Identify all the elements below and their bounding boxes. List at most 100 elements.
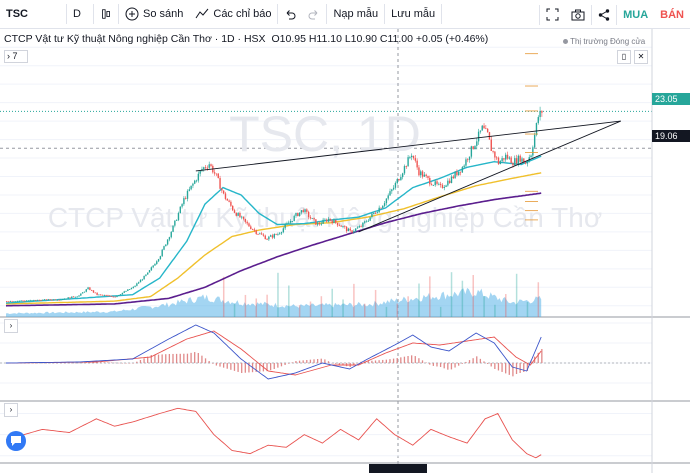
macd-histogram-bar <box>505 363 507 374</box>
candle-body <box>224 193 227 199</box>
symbol-search[interactable]: TSC <box>6 8 28 20</box>
macd-histogram-bar <box>172 353 174 363</box>
macd-histogram-bar <box>309 359 312 363</box>
candle-body <box>25 300 28 302</box>
macd-histogram-bar <box>266 363 268 372</box>
candle-body <box>315 219 317 225</box>
candle-body <box>232 205 234 211</box>
macd-histogram-bar <box>483 361 485 363</box>
candle-body <box>145 274 147 276</box>
macd-histogram-bar <box>147 356 149 363</box>
macd-histogram-bar <box>42 362 44 364</box>
redo-button[interactable] <box>302 0 326 29</box>
candle-body <box>477 131 480 142</box>
candle-body <box>241 216 243 218</box>
candle-body <box>233 210 236 213</box>
candle-body <box>87 287 89 290</box>
chat-icon <box>6 431 26 451</box>
compare-button[interactable]: So sánh <box>119 0 189 29</box>
candle-body <box>420 171 422 176</box>
macd-histogram-bar <box>71 362 73 364</box>
candle-body <box>465 159 467 166</box>
interval-button[interactable]: D <box>73 8 81 20</box>
macd-histogram-bar <box>313 359 315 363</box>
load-template-button[interactable]: Nạp mẫu <box>333 8 379 20</box>
undo-button[interactable] <box>278 0 302 29</box>
candle-body <box>445 185 447 187</box>
candle-body <box>514 158 516 166</box>
trendlines[interactable] <box>195 120 621 233</box>
candle-body <box>16 300 19 302</box>
macd-pane-toggle[interactable]: › <box>4 319 18 333</box>
chevron-right-icon: › <box>7 51 10 61</box>
candle-body <box>76 296 78 298</box>
candle-body <box>311 218 313 219</box>
candle-body <box>503 158 505 160</box>
macd-histogram-bar <box>56 362 58 364</box>
candle-body <box>177 213 180 221</box>
buy-button[interactable]: MUA <box>623 8 649 21</box>
candle-body <box>31 300 33 301</box>
macd-histogram-bar <box>201 355 203 363</box>
rsi-pane-toggle[interactable]: › <box>4 403 18 417</box>
volume-bar <box>418 283 420 317</box>
indicators-button[interactable]: Các chỉ báo <box>189 0 277 29</box>
compare-label: So sánh <box>143 8 184 20</box>
candle-body <box>268 236 270 240</box>
candle-body <box>448 180 451 183</box>
ma-mid-line <box>6 172 542 305</box>
candle-body <box>461 167 464 173</box>
candle-body <box>490 139 492 151</box>
share-button[interactable] <box>592 0 616 29</box>
candle-body <box>255 230 257 234</box>
toolbar-divider <box>93 4 94 24</box>
volume-bar <box>396 303 399 317</box>
macd-histogram-bar <box>501 363 503 372</box>
candle-body <box>279 233 281 235</box>
plus-circle-icon <box>125 7 139 21</box>
fullscreen-button[interactable] <box>540 0 565 29</box>
candle-body <box>143 275 145 280</box>
macd-histogram-bar <box>486 363 489 364</box>
macd-histogram-bar <box>295 361 297 363</box>
candle-body <box>60 299 62 301</box>
sell-button[interactable]: BÁN <box>660 8 684 21</box>
candle-body <box>121 292 124 295</box>
snapshot-button[interactable] <box>565 0 591 29</box>
candle-body <box>364 221 366 223</box>
candle-body <box>166 239 169 245</box>
candle-body <box>396 179 398 183</box>
legend-ohlc: O10.95 H11.10 L10.90 C11.00 +0.05 (+0.46… <box>271 33 489 45</box>
candle-body <box>441 184 444 188</box>
candle-body <box>56 299 59 301</box>
watermark-name: CTCP Vật tư Kỹ thuật Nông nghiệp Cần Thơ <box>48 202 602 233</box>
macd-histogram-bar <box>45 362 48 364</box>
chat-icon-bubble <box>11 436 21 446</box>
candle-body <box>271 235 274 238</box>
macd-histogram-bar <box>110 362 113 364</box>
time-axis[interactable] <box>6 431 427 473</box>
candle-body <box>253 229 256 231</box>
chart-canvas[interactable]: TSC, 1D CTCP Vật tư Kỹ thuật Nông nghiệp… <box>0 29 690 473</box>
candle-body <box>49 299 51 301</box>
volume-bar <box>233 303 236 317</box>
candle-body <box>532 147 534 156</box>
candle-body <box>436 181 438 184</box>
candle-style-button[interactable] <box>94 0 118 29</box>
indicators-collapse-toggle[interactable]: › 7 <box>4 50 28 63</box>
candle-body <box>186 190 189 199</box>
candle-body <box>327 218 330 222</box>
macd-histogram-bar <box>139 360 142 363</box>
macd-histogram-bar <box>237 363 239 372</box>
legend-title: CTCP Vật tư Kỹ thuật Nông nghiệp Cần Thơ… <box>4 33 266 45</box>
save-template-button[interactable]: Lưu mẫu <box>391 8 436 20</box>
candle-body <box>163 246 165 250</box>
macd-histogram-bar <box>371 360 373 363</box>
pane-close-button[interactable]: ✕ <box>634 50 648 64</box>
macd-histogram-bar <box>204 358 207 363</box>
candle-body <box>185 198 187 199</box>
candle-body <box>125 290 127 292</box>
pane-settings-button[interactable]: ▯ <box>617 50 631 64</box>
macd-histogram-bar <box>331 363 333 364</box>
macd-histogram-bar <box>161 354 163 363</box>
